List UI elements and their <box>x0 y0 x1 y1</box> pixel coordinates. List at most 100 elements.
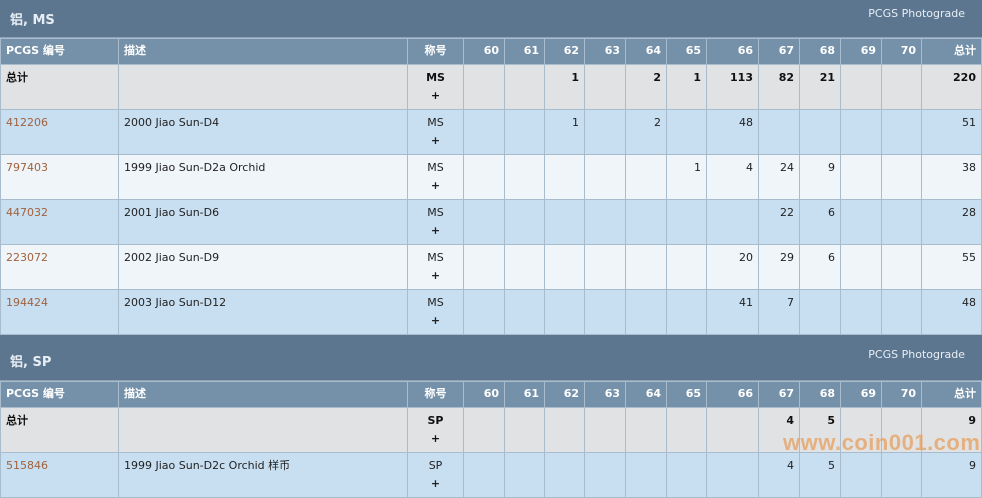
grade-count <box>584 452 626 498</box>
grade-count[interactable]: 2 <box>625 64 667 110</box>
grade-count <box>504 199 545 245</box>
column-header[interactable]: 描述 <box>118 381 408 408</box>
grade-designation: SP <box>427 414 444 427</box>
column-header[interactable]: 69 <box>840 38 882 65</box>
total-row: 总计 MS +1 2 1 113 82 21 220 <box>0 64 982 110</box>
grade-count <box>881 64 922 110</box>
grade-count <box>840 64 882 110</box>
grade-count[interactable]: 20 <box>706 244 759 290</box>
grade-count[interactable]: 5 <box>799 407 841 453</box>
grade-designation: MS <box>427 206 444 219</box>
grade-count[interactable]: 4 <box>758 407 800 453</box>
column-header[interactable]: 65 <box>666 381 707 408</box>
plus-icon[interactable]: + <box>430 134 441 147</box>
grade-count[interactable]: 6 <box>799 199 841 245</box>
grade-count[interactable]: 41 <box>706 289 759 335</box>
description <box>118 64 408 110</box>
pcgs-number-link[interactable]: 797403 <box>0 154 119 200</box>
table-row: 447032 2001 Jiao Sun-D6 MS +22 6 28 <box>0 199 982 245</box>
column-header[interactable]: 62 <box>544 38 585 65</box>
column-header[interactable]: 68 <box>799 381 841 408</box>
column-header[interactable]: 总计 <box>921 381 982 408</box>
column-header[interactable]: 64 <box>625 381 667 408</box>
grade-count <box>881 199 922 245</box>
grade-count <box>666 244 707 290</box>
plus-icon[interactable]: + <box>430 179 441 192</box>
grade-count[interactable]: 9 <box>799 154 841 200</box>
pcgs-number-link[interactable]: 223072 <box>0 244 119 290</box>
grade-count[interactable]: 82 <box>758 64 800 110</box>
grade-count[interactable]: 1 <box>544 64 585 110</box>
column-header[interactable]: PCGS 编号 <box>0 381 119 408</box>
column-header[interactable]: 65 <box>666 38 707 65</box>
pcgs-number-link[interactable]: 194424 <box>0 289 119 335</box>
column-header[interactable]: 61 <box>504 38 545 65</box>
description: 2002 Jiao Sun-D9 <box>118 244 408 290</box>
row-total: 48 <box>921 289 982 335</box>
grade-count[interactable]: 7 <box>758 289 800 335</box>
watermark: www.coin001.com <box>783 430 981 455</box>
grade-count <box>625 199 667 245</box>
grade-count[interactable]: 113 <box>706 64 759 110</box>
grade-count[interactable]: 2 <box>625 109 667 155</box>
column-header[interactable]: 70 <box>881 38 922 65</box>
column-header[interactable]: 称号 <box>407 381 464 408</box>
column-header[interactable]: 62 <box>544 381 585 408</box>
grade-count <box>625 289 667 335</box>
grade-count[interactable]: 1 <box>544 109 585 155</box>
grade-count <box>463 64 505 110</box>
column-header[interactable]: 61 <box>504 381 545 408</box>
column-header[interactable]: 63 <box>584 38 626 65</box>
plus-icon[interactable]: + <box>430 89 441 102</box>
grade-count[interactable]: 24 <box>758 154 800 200</box>
pcgs-number-link[interactable]: 515846 <box>0 452 119 498</box>
column-header[interactable]: 63 <box>584 381 626 408</box>
grade-count[interactable]: 22 <box>758 199 800 245</box>
grade-count[interactable]: 4 <box>706 154 759 200</box>
pcgs-number-link[interactable]: 447032 <box>0 199 119 245</box>
grade-count <box>625 154 667 200</box>
grade-count[interactable]: 1 <box>666 154 707 200</box>
column-header[interactable]: 总计 <box>921 38 982 65</box>
column-header[interactable]: 描述 <box>118 38 408 65</box>
plus-icon[interactable]: + <box>430 269 441 282</box>
grade-count[interactable]: 5 <box>799 452 841 498</box>
plus-icon[interactable]: + <box>430 314 441 327</box>
column-header[interactable]: 称号 <box>407 38 464 65</box>
section-title: 铝, SP <box>10 355 52 370</box>
column-header[interactable]: PCGS 编号 <box>0 38 119 65</box>
column-header[interactable]: 66 <box>706 38 759 65</box>
grade-count[interactable]: 21 <box>799 64 841 110</box>
plus-icon[interactable]: + <box>430 224 441 237</box>
column-header[interactable]: 68 <box>799 38 841 65</box>
column-header[interactable]: 64 <box>625 38 667 65</box>
grade-count <box>666 407 707 453</box>
column-header[interactable]: 69 <box>840 381 882 408</box>
grade-count[interactable]: 48 <box>706 109 759 155</box>
grade-count <box>544 199 585 245</box>
grade-count[interactable]: 1 <box>666 64 707 110</box>
grade-cell: MS + <box>407 64 464 110</box>
grade-count <box>881 452 922 498</box>
column-header[interactable]: 60 <box>463 381 505 408</box>
grade-count[interactable]: 4 <box>758 452 800 498</box>
column-header[interactable]: 60 <box>463 38 505 65</box>
grade-count[interactable]: 6 <box>799 244 841 290</box>
grade-count <box>544 244 585 290</box>
grade-count <box>706 199 759 245</box>
column-header[interactable]: 66 <box>706 381 759 408</box>
plus-icon[interactable]: + <box>430 477 441 490</box>
column-header[interactable]: 70 <box>881 381 922 408</box>
grade-count <box>666 452 707 498</box>
plus-icon[interactable]: + <box>430 432 441 445</box>
column-header[interactable]: 67 <box>758 38 800 65</box>
grade-count <box>840 407 882 453</box>
column-header[interactable]: 67 <box>758 381 800 408</box>
pcgs-number-link[interactable]: 412206 <box>0 109 119 155</box>
grade-designation: SP <box>428 459 443 472</box>
grade-count[interactable]: 29 <box>758 244 800 290</box>
photograde-link[interactable]: PCGS Photograde <box>868 7 965 20</box>
grade-count <box>840 289 882 335</box>
photograde-link[interactable]: PCGS Photograde <box>868 348 965 361</box>
